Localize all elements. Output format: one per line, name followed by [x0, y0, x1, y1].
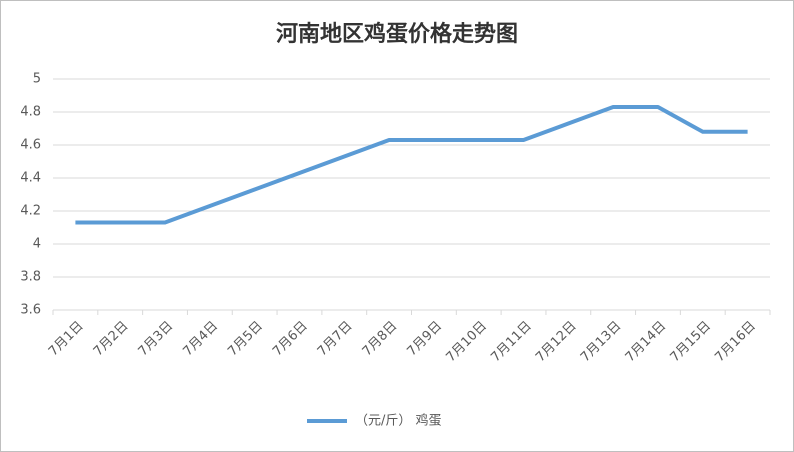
y-tick-label: 3.8: [20, 270, 41, 285]
y-tick-label: 4.8: [20, 105, 41, 120]
legend-label: （元/斤） 鸡蛋: [355, 413, 442, 429]
y-tick-label: 4.2: [20, 204, 41, 219]
chart-title: 河南地区鸡蛋价格走势图: [276, 21, 518, 47]
y-tick-label: 4.4: [20, 171, 41, 186]
line-series: [75, 105, 748, 225]
y-tick-label: 4.6: [20, 138, 41, 153]
y-tick-label: 5: [33, 72, 41, 87]
y-tick-label: 3.6: [20, 303, 41, 318]
y-tick-label: 4: [33, 237, 41, 252]
